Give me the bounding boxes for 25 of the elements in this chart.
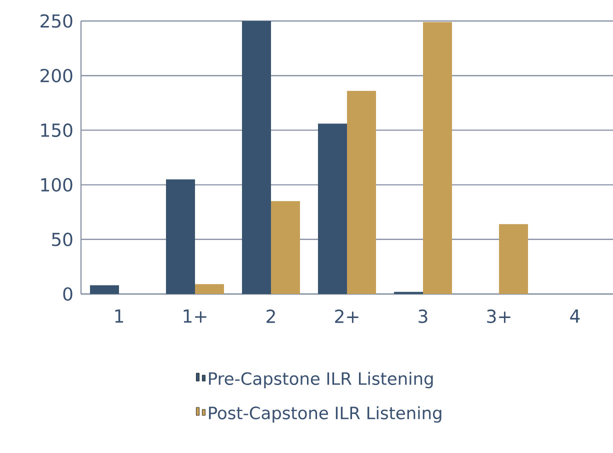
bar bbox=[242, 21, 271, 294]
bar bbox=[195, 284, 224, 294]
y-tick-label: 250 bbox=[40, 14, 72, 28]
x-tick-label: 1 bbox=[115, 310, 124, 323]
bar bbox=[394, 292, 424, 294]
legend-label: Post-Capstone ILR Listening bbox=[209, 406, 442, 423]
y-tick-label: 100 bbox=[41, 178, 72, 192]
bar bbox=[166, 179, 195, 294]
legend-label: Pre-Capstone ILR Listening bbox=[209, 372, 433, 388]
bar bbox=[423, 22, 452, 294]
bar bbox=[499, 224, 528, 294]
y-tick-label: 0 bbox=[63, 287, 72, 301]
x-tick-label: 1+ bbox=[184, 310, 206, 323]
x-tick-label: 3 bbox=[418, 310, 428, 324]
y-tick-label: 150 bbox=[41, 123, 72, 137]
bar bbox=[347, 90, 376, 294]
y-tick-label: 50 bbox=[52, 232, 72, 246]
bar bbox=[318, 124, 347, 294]
x-tick-label: 3+ bbox=[487, 310, 510, 324]
bar bbox=[90, 285, 119, 294]
y-tick-label: 200 bbox=[40, 68, 72, 82]
bar bbox=[271, 201, 300, 294]
x-tick-label: 2+ bbox=[335, 310, 358, 323]
x-tick-label: 4 bbox=[570, 310, 580, 323]
x-tick-label: 2 bbox=[266, 310, 275, 323]
